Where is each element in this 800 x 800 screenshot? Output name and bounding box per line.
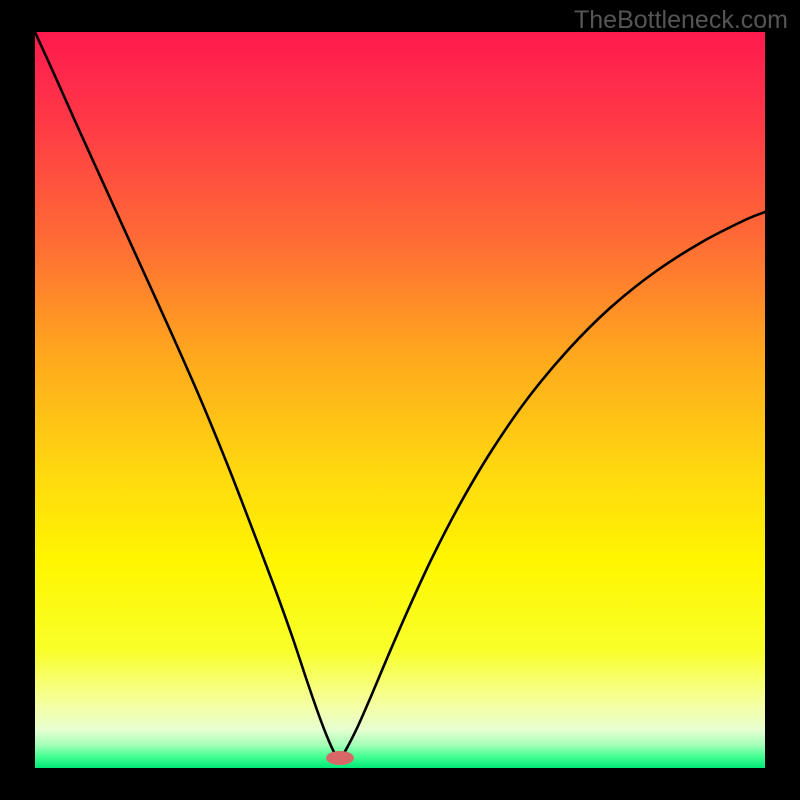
watermark-text: TheBottleneck.com xyxy=(574,6,788,35)
optimal-marker xyxy=(326,751,354,765)
bottleneck-chart xyxy=(0,0,800,800)
plot-area xyxy=(35,32,765,768)
chart-container: TheBottleneck.com xyxy=(0,0,800,800)
